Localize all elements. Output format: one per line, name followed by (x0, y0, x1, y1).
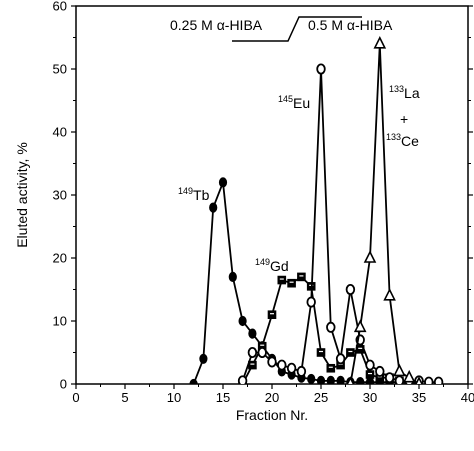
x-tick-label: 20 (265, 390, 279, 405)
series-line (192, 182, 420, 384)
data-point (402, 369, 416, 383)
data-point (326, 375, 335, 384)
data-point (296, 365, 307, 377)
series-line (241, 275, 410, 384)
data-point (383, 288, 396, 301)
data-point (415, 376, 423, 384)
data-point (257, 346, 267, 358)
series-label-element: Eu (293, 95, 310, 111)
data-point (218, 177, 228, 188)
series-label-element: Ce (401, 133, 419, 149)
series-label: 149Gd (255, 257, 289, 274)
series-133la-133ce (346, 36, 423, 384)
data-point (335, 353, 346, 365)
data-point (326, 321, 336, 333)
data-point (316, 348, 326, 357)
x-tick-label: 25 (314, 390, 328, 405)
series-label: 133Ce (386, 132, 419, 149)
series-label-mass: 149 (255, 257, 270, 267)
series-label-mass: 145 (278, 94, 293, 104)
data-point (394, 375, 405, 384)
series-label-mass: 133 (389, 84, 404, 94)
data-point (316, 63, 326, 75)
y-axis-title: Eluted activity, % (14, 142, 30, 248)
data-point (433, 376, 444, 384)
data-point (189, 378, 198, 384)
data-point (267, 356, 277, 368)
y-axis: 0 10 20 30 40 50 60 (53, 0, 473, 392)
data-point (267, 310, 277, 319)
data-point (384, 372, 395, 384)
data-point (228, 271, 237, 282)
eluent-right-label: 0.5 M α-HIBA (308, 17, 393, 33)
series-149tb (189, 177, 424, 384)
x-axis: 0 5 10 15 20 25 30 35 40 (72, 384, 474, 405)
x-tick-label: 0 (72, 390, 79, 405)
x-tick-label: 30 (363, 390, 377, 405)
data-point (316, 375, 326, 384)
x-tick-label: 5 (121, 390, 128, 405)
data-point (393, 363, 406, 377)
series-line (241, 68, 439, 384)
data-point (306, 296, 316, 308)
data-point (307, 373, 316, 384)
series-label-element: Gd (270, 258, 289, 274)
y-tick-label: 40 (53, 125, 67, 140)
data-point (424, 376, 434, 384)
data-point (238, 315, 247, 327)
series-label: 133La (389, 84, 420, 101)
data-point (277, 359, 287, 371)
plot-frame (75, 5, 469, 385)
series-label-plus: + (400, 111, 408, 127)
series-label-element: La (404, 85, 420, 101)
data-point (365, 370, 375, 379)
series-label-element: Tb (193, 187, 210, 203)
data-point (346, 348, 355, 357)
data-point (286, 362, 297, 374)
data-point (247, 346, 258, 358)
data-point (373, 36, 387, 49)
data-point (209, 202, 218, 213)
series-label: 149Tb (178, 186, 210, 203)
data-point (375, 365, 385, 377)
x-tick-label: 35 (412, 390, 426, 405)
series-label: 145Eu (278, 94, 310, 111)
y-tick-label: 20 (53, 251, 67, 266)
data-point (248, 328, 257, 339)
series-label-mass: 133 (386, 132, 401, 142)
data-point (237, 375, 248, 384)
data-point (199, 353, 208, 364)
data-point (353, 319, 367, 333)
series-145eu (237, 63, 444, 384)
data-point (345, 283, 356, 295)
data-point (287, 278, 296, 288)
data-point (336, 375, 345, 384)
x-axis-title: Fraction Nr. (236, 407, 308, 423)
y-tick-label: 0 (60, 377, 67, 392)
data-point (297, 272, 306, 282)
data-point (356, 377, 365, 384)
data-point (363, 250, 377, 263)
series-149gd (238, 272, 414, 384)
data-point (277, 275, 287, 285)
data-point (365, 359, 375, 371)
y-tick-label: 60 (53, 0, 67, 14)
y-tick-label: 30 (53, 188, 67, 203)
eluent-left-label: 0.25 M α-HIBA (170, 17, 263, 33)
eluent-step-line (232, 16, 362, 42)
series-label-mass: 149 (178, 186, 193, 196)
x-tick-label: 15 (216, 390, 230, 405)
data-point (326, 363, 336, 373)
y-tick-label: 10 (53, 314, 67, 329)
x-tick-label: 10 (167, 390, 181, 405)
x-tick-label: 40 (461, 390, 474, 405)
eluent-annotation: 0.25 M α-HIBA 0.5 M α-HIBA (170, 16, 393, 42)
y-tick-label: 50 (53, 62, 67, 77)
data-point (346, 376, 355, 384)
